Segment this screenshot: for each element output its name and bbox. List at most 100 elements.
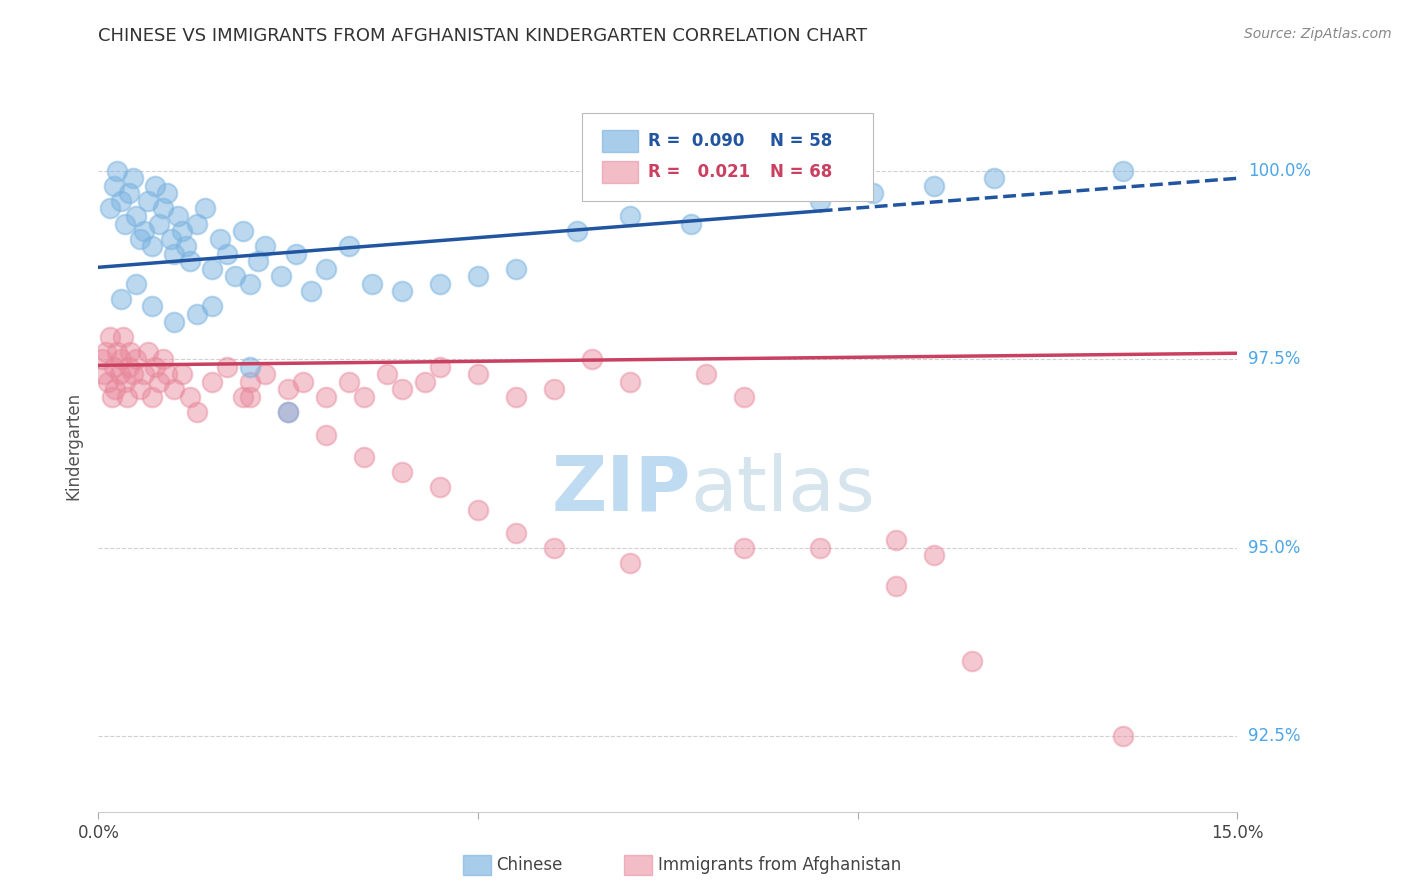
Point: [98, 202, 121, 216]
Point: [186, 307, 208, 321]
Point: [107, 163, 129, 178]
Point: [277, 405, 299, 419]
Point: [186, 405, 208, 419]
Point: [808, 194, 831, 208]
Point: [104, 383, 127, 397]
Point: [543, 383, 565, 397]
Text: 95.0%: 95.0%: [1249, 539, 1301, 557]
Point: [232, 224, 254, 238]
Point: [429, 277, 451, 291]
Point: [217, 246, 239, 260]
Point: [186, 217, 208, 231]
Point: [391, 285, 413, 299]
Point: [299, 285, 322, 299]
Point: [619, 209, 641, 223]
Point: [353, 450, 375, 465]
Point: [467, 503, 489, 517]
Point: [152, 352, 174, 367]
Text: Immigrants from Afghanistan: Immigrants from Afghanistan: [658, 856, 901, 874]
Point: [239, 359, 262, 374]
Point: [733, 541, 755, 555]
Point: [315, 427, 337, 442]
Text: R =  0.090: R = 0.090: [648, 132, 745, 150]
Point: [194, 202, 217, 216]
Text: 92.5%: 92.5%: [1249, 727, 1301, 746]
Point: [337, 375, 360, 389]
Point: [429, 359, 451, 374]
FancyBboxPatch shape: [602, 130, 638, 152]
Point: [232, 390, 254, 404]
Point: [111, 329, 134, 343]
Point: [120, 344, 142, 359]
Point: [884, 533, 907, 548]
Point: [103, 359, 125, 374]
Point: [148, 375, 170, 389]
Point: [565, 224, 588, 238]
Point: [808, 541, 831, 555]
Point: [619, 556, 641, 570]
Text: Source: ZipAtlas.com: Source: ZipAtlas.com: [1244, 27, 1392, 41]
Point: [107, 344, 129, 359]
Y-axis label: Kindergarten: Kindergarten: [65, 392, 83, 500]
Point: [505, 525, 527, 540]
Point: [277, 383, 299, 397]
Point: [733, 390, 755, 404]
Point: [91, 352, 114, 367]
Point: [179, 254, 201, 268]
Point: [201, 300, 224, 314]
Point: [132, 368, 155, 382]
Point: [679, 217, 702, 231]
Point: [170, 224, 193, 238]
Point: [174, 239, 197, 253]
Point: [467, 368, 489, 382]
Point: [103, 178, 125, 193]
Point: [619, 375, 641, 389]
Point: [315, 390, 337, 404]
Point: [125, 209, 148, 223]
Point: [505, 390, 527, 404]
Point: [118, 186, 141, 201]
Point: [254, 239, 277, 253]
Point: [125, 352, 148, 367]
Point: [581, 352, 603, 367]
Point: [118, 359, 141, 374]
Point: [277, 405, 299, 419]
Point: [960, 654, 983, 668]
Point: [1112, 163, 1135, 178]
Point: [360, 277, 382, 291]
Point: [156, 186, 179, 201]
Point: [391, 383, 413, 397]
Point: [101, 390, 124, 404]
Point: [98, 329, 121, 343]
FancyBboxPatch shape: [602, 161, 638, 184]
Text: ZIP: ZIP: [551, 453, 690, 527]
Point: [922, 549, 945, 563]
Point: [922, 178, 945, 193]
Point: [884, 578, 907, 592]
Point: [429, 480, 451, 494]
Point: [413, 375, 436, 389]
Point: [110, 194, 132, 208]
Point: [239, 390, 262, 404]
Point: [1112, 729, 1135, 743]
Point: [353, 390, 375, 404]
Point: [110, 352, 132, 367]
Point: [121, 368, 143, 382]
Point: [217, 359, 239, 374]
Point: [163, 383, 186, 397]
Point: [141, 390, 163, 404]
Point: [862, 186, 884, 201]
Point: [179, 390, 201, 404]
Point: [170, 368, 193, 382]
Point: [125, 277, 148, 291]
Point: [201, 375, 224, 389]
Point: [467, 269, 489, 284]
Point: [94, 344, 117, 359]
Point: [543, 541, 565, 555]
Point: [132, 224, 155, 238]
Point: [375, 368, 398, 382]
Point: [141, 239, 163, 253]
Point: [163, 246, 186, 260]
Point: [136, 194, 159, 208]
Point: [505, 261, 527, 276]
